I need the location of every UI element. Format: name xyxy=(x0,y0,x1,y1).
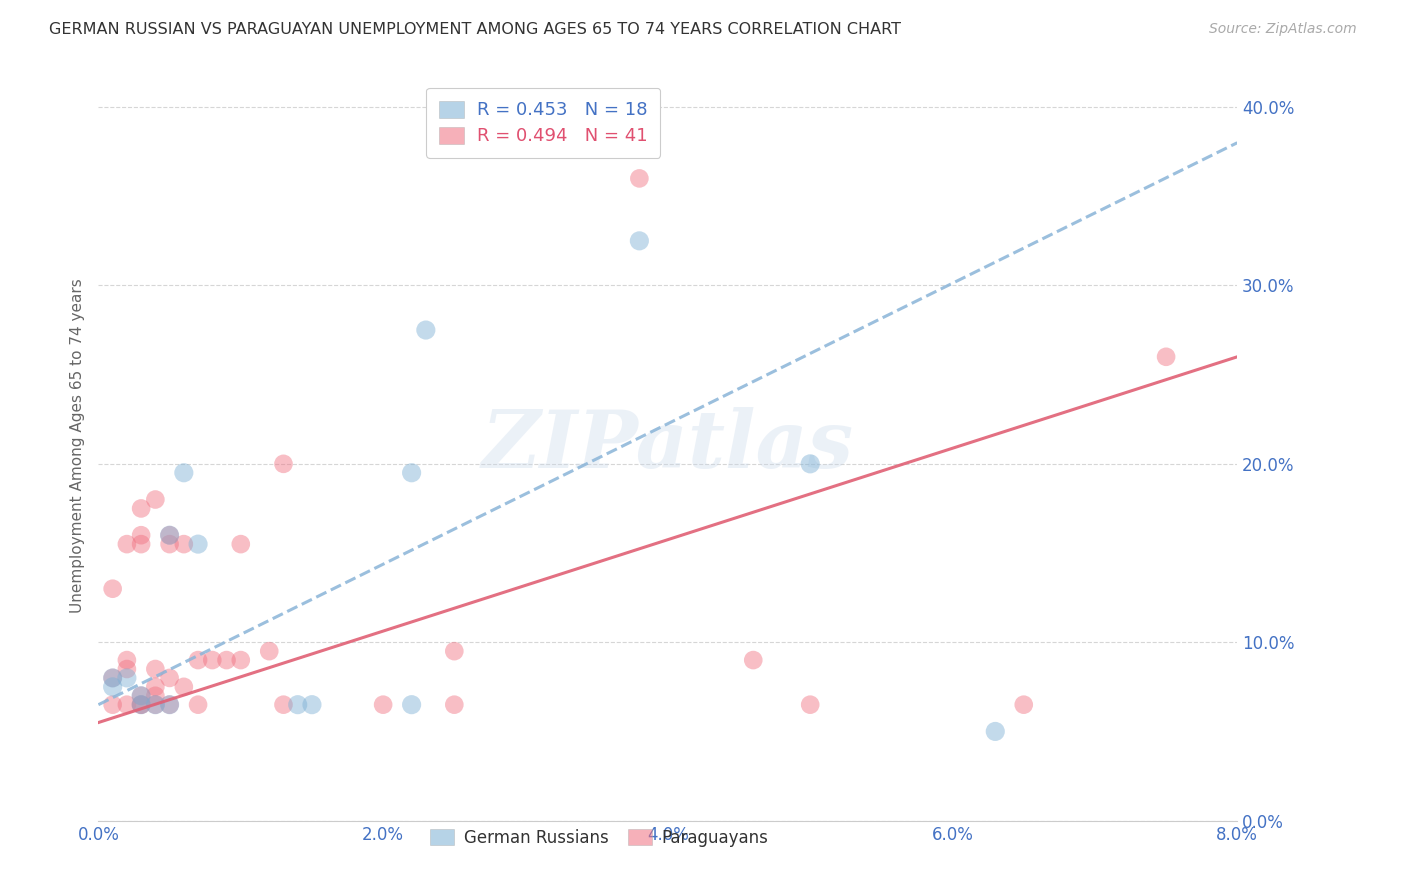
Point xyxy=(984,724,1007,739)
Point xyxy=(101,671,124,685)
Point xyxy=(129,689,152,703)
Point xyxy=(145,698,167,712)
Point xyxy=(443,644,465,658)
Point xyxy=(159,528,181,542)
Point xyxy=(129,689,152,703)
Point xyxy=(415,323,437,337)
Point xyxy=(287,698,309,712)
Text: ZIPatlas: ZIPatlas xyxy=(482,408,853,484)
Point xyxy=(101,698,124,712)
Point xyxy=(401,698,423,712)
Point xyxy=(159,528,181,542)
Point xyxy=(101,680,124,694)
Point xyxy=(115,671,138,685)
Point xyxy=(115,653,138,667)
Legend: German Russians, Paraguayans: German Russians, Paraguayans xyxy=(423,822,775,854)
Point xyxy=(159,698,181,712)
Point xyxy=(628,234,651,248)
Point xyxy=(301,698,323,712)
Point xyxy=(145,680,167,694)
Point xyxy=(129,698,152,712)
Point xyxy=(145,662,167,676)
Point xyxy=(371,698,394,712)
Point xyxy=(129,698,152,712)
Point xyxy=(259,644,281,658)
Point xyxy=(742,653,765,667)
Point xyxy=(159,537,181,551)
Point xyxy=(159,671,181,685)
Point xyxy=(159,698,181,712)
Point xyxy=(115,662,138,676)
Point xyxy=(215,653,238,667)
Point xyxy=(187,537,209,551)
Point xyxy=(229,653,252,667)
Y-axis label: Unemployment Among Ages 65 to 74 years: Unemployment Among Ages 65 to 74 years xyxy=(69,278,84,614)
Text: GERMAN RUSSIAN VS PARAGUAYAN UNEMPLOYMENT AMONG AGES 65 TO 74 YEARS CORRELATION : GERMAN RUSSIAN VS PARAGUAYAN UNEMPLOYMEN… xyxy=(49,22,901,37)
Point xyxy=(173,466,195,480)
Point xyxy=(229,537,252,551)
Point xyxy=(401,466,423,480)
Point xyxy=(173,537,195,551)
Point xyxy=(1012,698,1035,712)
Point xyxy=(129,501,152,516)
Point xyxy=(187,698,209,712)
Point xyxy=(115,698,138,712)
Point xyxy=(273,457,295,471)
Point xyxy=(115,537,138,551)
Point xyxy=(129,528,152,542)
Point xyxy=(799,457,821,471)
Point xyxy=(145,698,167,712)
Point xyxy=(129,698,152,712)
Point xyxy=(101,582,124,596)
Point xyxy=(145,689,167,703)
Point xyxy=(443,698,465,712)
Point xyxy=(628,171,651,186)
Point xyxy=(187,653,209,667)
Point xyxy=(201,653,224,667)
Point xyxy=(173,680,195,694)
Point xyxy=(101,671,124,685)
Point xyxy=(273,698,295,712)
Point xyxy=(799,698,821,712)
Text: Source: ZipAtlas.com: Source: ZipAtlas.com xyxy=(1209,22,1357,37)
Point xyxy=(1154,350,1177,364)
Point xyxy=(145,492,167,507)
Point xyxy=(129,537,152,551)
